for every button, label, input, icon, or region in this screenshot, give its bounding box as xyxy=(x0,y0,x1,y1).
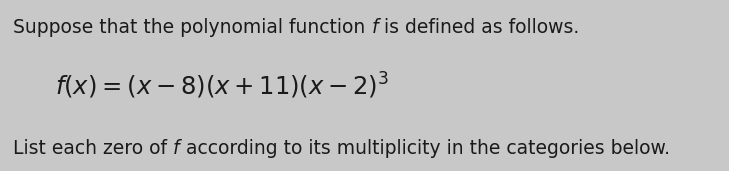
Text: according to its multiplicity in the categories below.: according to its multiplicity in the cat… xyxy=(180,139,670,158)
Text: f: f xyxy=(371,18,378,37)
Text: $f(x)=(x-8)(x+11)(x-2)^{3}$: $f(x)=(x-8)(x+11)(x-2)^{3}$ xyxy=(55,70,389,101)
Text: is defined as follows.: is defined as follows. xyxy=(378,18,580,37)
Text: List each zero of: List each zero of xyxy=(13,139,173,158)
Text: f: f xyxy=(173,139,180,158)
Text: Suppose that the polynomial function: Suppose that the polynomial function xyxy=(13,18,371,37)
